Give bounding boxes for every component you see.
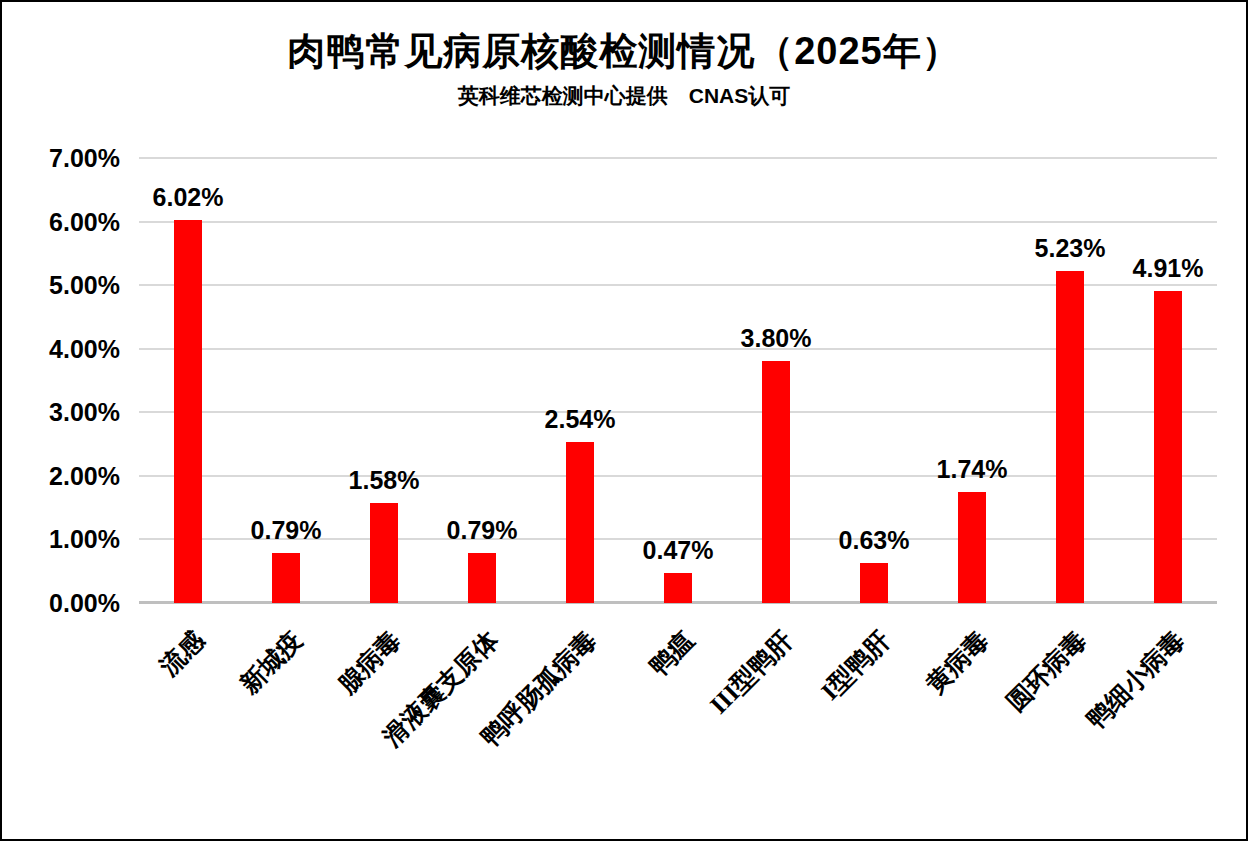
bar-1 <box>174 220 202 603</box>
bar-data-label: 0.47% <box>643 536 714 565</box>
chart-title: 肉鸭常见病原核酸检测情况（2025年） <box>2 26 1246 77</box>
x-tick-label: I型鸭肝 <box>814 624 897 707</box>
bar-5 <box>566 442 594 603</box>
bar-11 <box>1154 291 1182 603</box>
bar-data-label: 6.02% <box>153 183 224 212</box>
x-tick-label: 鸭瘟 <box>643 624 702 683</box>
bar-7 <box>762 361 790 603</box>
x-tick-label: 流感 <box>153 624 212 683</box>
bar-8 <box>860 563 888 603</box>
bar-data-label: 1.74% <box>937 455 1008 484</box>
x-tick-label: 黄病毒 <box>919 624 995 700</box>
bar-data-label: 4.91% <box>1133 254 1204 283</box>
bar-3 <box>370 503 398 603</box>
bar-data-label: 0.79% <box>447 516 518 545</box>
bar-data-label: 3.80% <box>741 324 812 353</box>
x-tick-label: III型鸭肝 <box>702 624 799 721</box>
y-tick-label: 6.00% <box>10 206 120 238</box>
plot-area: 6.02% 0.79% 1.58% 0.79% 2.54% 0.47% 3.80% 0.63%… <box>139 158 1217 603</box>
y-tick-label: 3.00% <box>10 396 120 428</box>
bar-data-label: 0.63% <box>839 526 910 555</box>
y-tick-label: 4.00% <box>10 333 120 365</box>
bar-2 <box>272 553 300 603</box>
chart-frame: 肉鸭常见病原核酸检测情况（2025年） 英科维芯检测中心提供 CNAS认可 7.… <box>0 0 1248 841</box>
x-tick-label: 腺病毒 <box>331 624 407 700</box>
gridline <box>139 157 1217 159</box>
y-tick-label: 2.00% <box>10 460 120 492</box>
gridline <box>139 221 1217 223</box>
bar-10 <box>1056 271 1084 603</box>
bar-data-label: 2.54% <box>545 405 616 434</box>
x-tick-label: 鸭细小病毒 <box>1080 624 1192 736</box>
x-tick-label: 圆环病毒 <box>999 624 1093 718</box>
bar-6 <box>664 573 692 603</box>
y-tick-label: 0.00% <box>10 587 120 619</box>
x-tick-label: 新城疫 <box>233 624 309 700</box>
bar-4 <box>468 553 496 603</box>
y-tick-label: 7.00% <box>10 142 120 174</box>
bar-data-label: 0.79% <box>251 516 322 545</box>
bar-data-label: 1.58% <box>349 466 420 495</box>
chart-subtitle: 英科维芯检测中心提供 CNAS认可 <box>2 82 1246 110</box>
bar-9 <box>958 492 986 603</box>
y-tick-label: 5.00% <box>10 269 120 301</box>
y-tick-label: 1.00% <box>10 523 120 555</box>
bar-data-label: 5.23% <box>1035 234 1106 263</box>
